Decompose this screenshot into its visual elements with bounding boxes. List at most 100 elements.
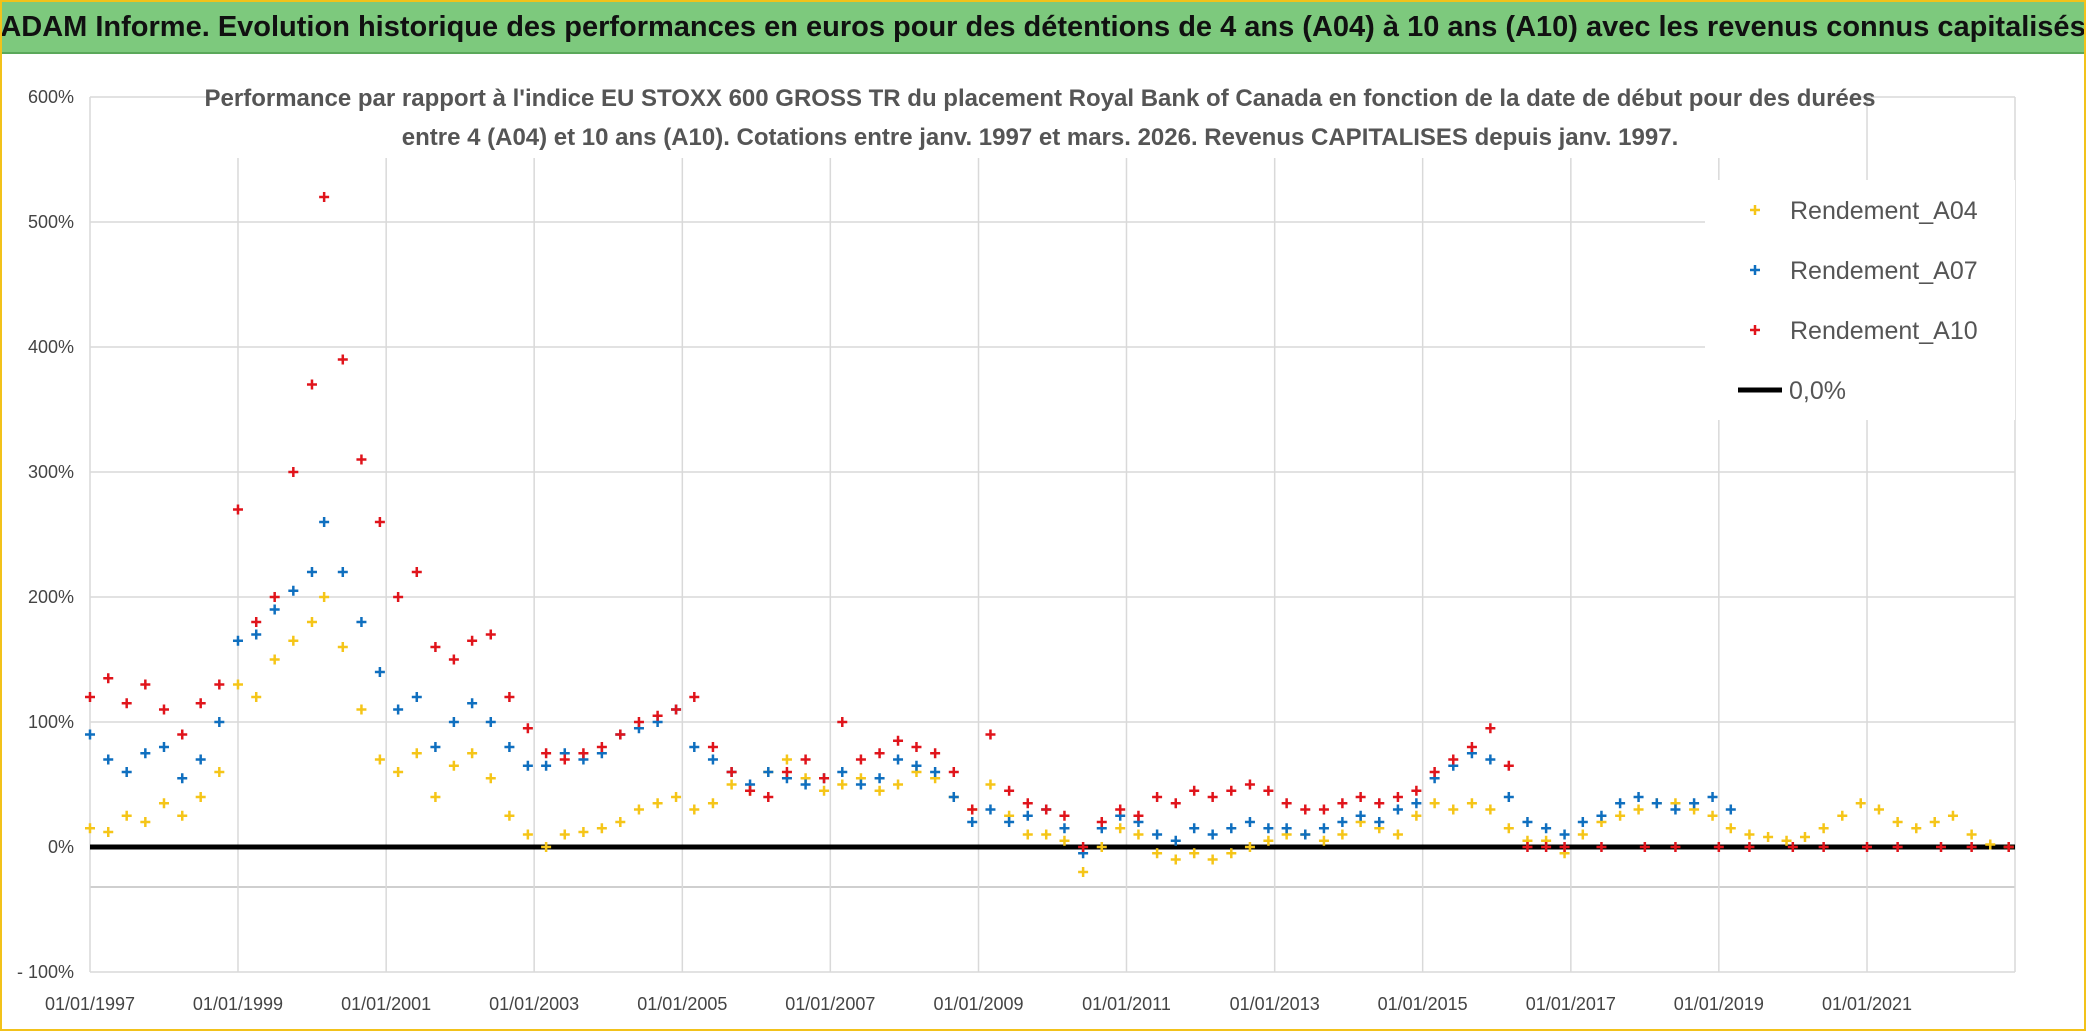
data-point xyxy=(1300,829,1311,840)
data-point xyxy=(522,760,533,771)
data-point xyxy=(1226,823,1237,834)
data-point xyxy=(1689,798,1700,809)
data-point xyxy=(85,729,95,740)
data-point xyxy=(1596,842,1607,852)
data-point xyxy=(232,504,243,515)
x-tick-label: 01/01/2017 xyxy=(1526,994,1616,1014)
data-point xyxy=(1115,823,1126,834)
data-point xyxy=(306,379,317,390)
data-point xyxy=(1503,760,1514,771)
data-point xyxy=(1189,848,1200,859)
data-point xyxy=(1873,804,1884,815)
data-point xyxy=(1485,804,1496,815)
data-point xyxy=(1818,823,1829,834)
data-point xyxy=(652,798,663,809)
data-point xyxy=(1503,823,1514,834)
legend-label: 0,0% xyxy=(1789,377,1846,405)
legend-label: Rendement_A07 xyxy=(1790,257,1978,285)
data-point xyxy=(1022,798,1033,809)
data-point xyxy=(1744,829,1755,840)
data-point xyxy=(763,792,774,802)
data-point xyxy=(1763,832,1774,842)
data-point xyxy=(1355,792,1366,802)
data-point xyxy=(1318,835,1329,846)
data-point xyxy=(541,748,552,759)
data-point xyxy=(1522,842,1533,852)
data-point xyxy=(195,754,206,765)
data-point xyxy=(121,810,132,821)
data-point xyxy=(1633,792,1644,802)
data-point xyxy=(269,654,280,665)
data-point xyxy=(1281,798,1292,809)
data-point xyxy=(85,692,95,702)
data-point xyxy=(1300,804,1311,815)
data-point xyxy=(1226,785,1237,796)
data-point xyxy=(1392,804,1403,815)
data-point xyxy=(1152,792,1163,802)
data-point xyxy=(411,692,422,702)
data-point xyxy=(1244,842,1255,852)
data-point xyxy=(504,692,515,702)
data-point xyxy=(1781,835,1792,846)
data-point xyxy=(1799,832,1810,842)
data-point xyxy=(430,792,441,802)
data-point xyxy=(707,742,718,752)
data-point xyxy=(1263,823,1274,834)
data-point xyxy=(232,679,243,690)
data-point xyxy=(177,773,188,784)
data-point xyxy=(1059,835,1070,846)
data-point xyxy=(140,817,151,827)
legend-background xyxy=(1705,180,2015,420)
data-point xyxy=(837,717,848,727)
data-point xyxy=(745,785,756,796)
data-point xyxy=(356,617,367,627)
data-point xyxy=(596,823,607,834)
data-point xyxy=(1152,848,1163,859)
data-point xyxy=(522,829,533,840)
data-point xyxy=(541,760,552,771)
data-point xyxy=(1133,810,1144,821)
data-point xyxy=(707,754,718,765)
data-point xyxy=(85,823,95,834)
data-point xyxy=(893,735,904,746)
data-point xyxy=(1337,817,1348,827)
legend-marker xyxy=(1750,205,1760,215)
data-point xyxy=(837,779,848,790)
data-point xyxy=(1041,804,1052,815)
data-point xyxy=(1374,798,1385,809)
data-point xyxy=(1374,817,1385,827)
data-point xyxy=(1855,798,1866,809)
data-point xyxy=(800,754,811,765)
data-point xyxy=(578,748,589,759)
data-point xyxy=(985,779,996,790)
data-point xyxy=(1787,842,1798,852)
data-point xyxy=(374,667,385,677)
data-point xyxy=(1170,854,1181,865)
data-point xyxy=(837,767,848,777)
chart-title-background xyxy=(210,80,1850,158)
data-point xyxy=(485,717,496,727)
data-point xyxy=(615,729,626,740)
chart-title-line-2: entre 4 (A04) et 10 ans (A10). Cotations… xyxy=(402,124,1679,151)
data-point xyxy=(448,717,459,727)
data-point xyxy=(522,723,533,734)
data-point xyxy=(319,192,330,202)
data-point xyxy=(671,792,682,802)
data-point xyxy=(158,798,169,809)
data-point xyxy=(1577,829,1588,840)
data-point xyxy=(874,785,885,796)
data-point xyxy=(726,779,737,790)
data-point xyxy=(1059,823,1070,834)
y-axis-tick-labels: 600% 500% 400% 300% 200% 100% 0% - 100% xyxy=(17,87,74,982)
data-point xyxy=(855,754,866,765)
data-point xyxy=(911,760,922,771)
data-point xyxy=(652,710,663,721)
data-point xyxy=(1966,829,1977,840)
data-point xyxy=(948,792,959,802)
data-point xyxy=(893,754,904,765)
data-point xyxy=(874,773,885,784)
data-point xyxy=(214,717,225,727)
data-point xyxy=(251,692,262,702)
data-point xyxy=(1559,829,1570,840)
x-tick-label: 01/01/1999 xyxy=(193,994,283,1014)
